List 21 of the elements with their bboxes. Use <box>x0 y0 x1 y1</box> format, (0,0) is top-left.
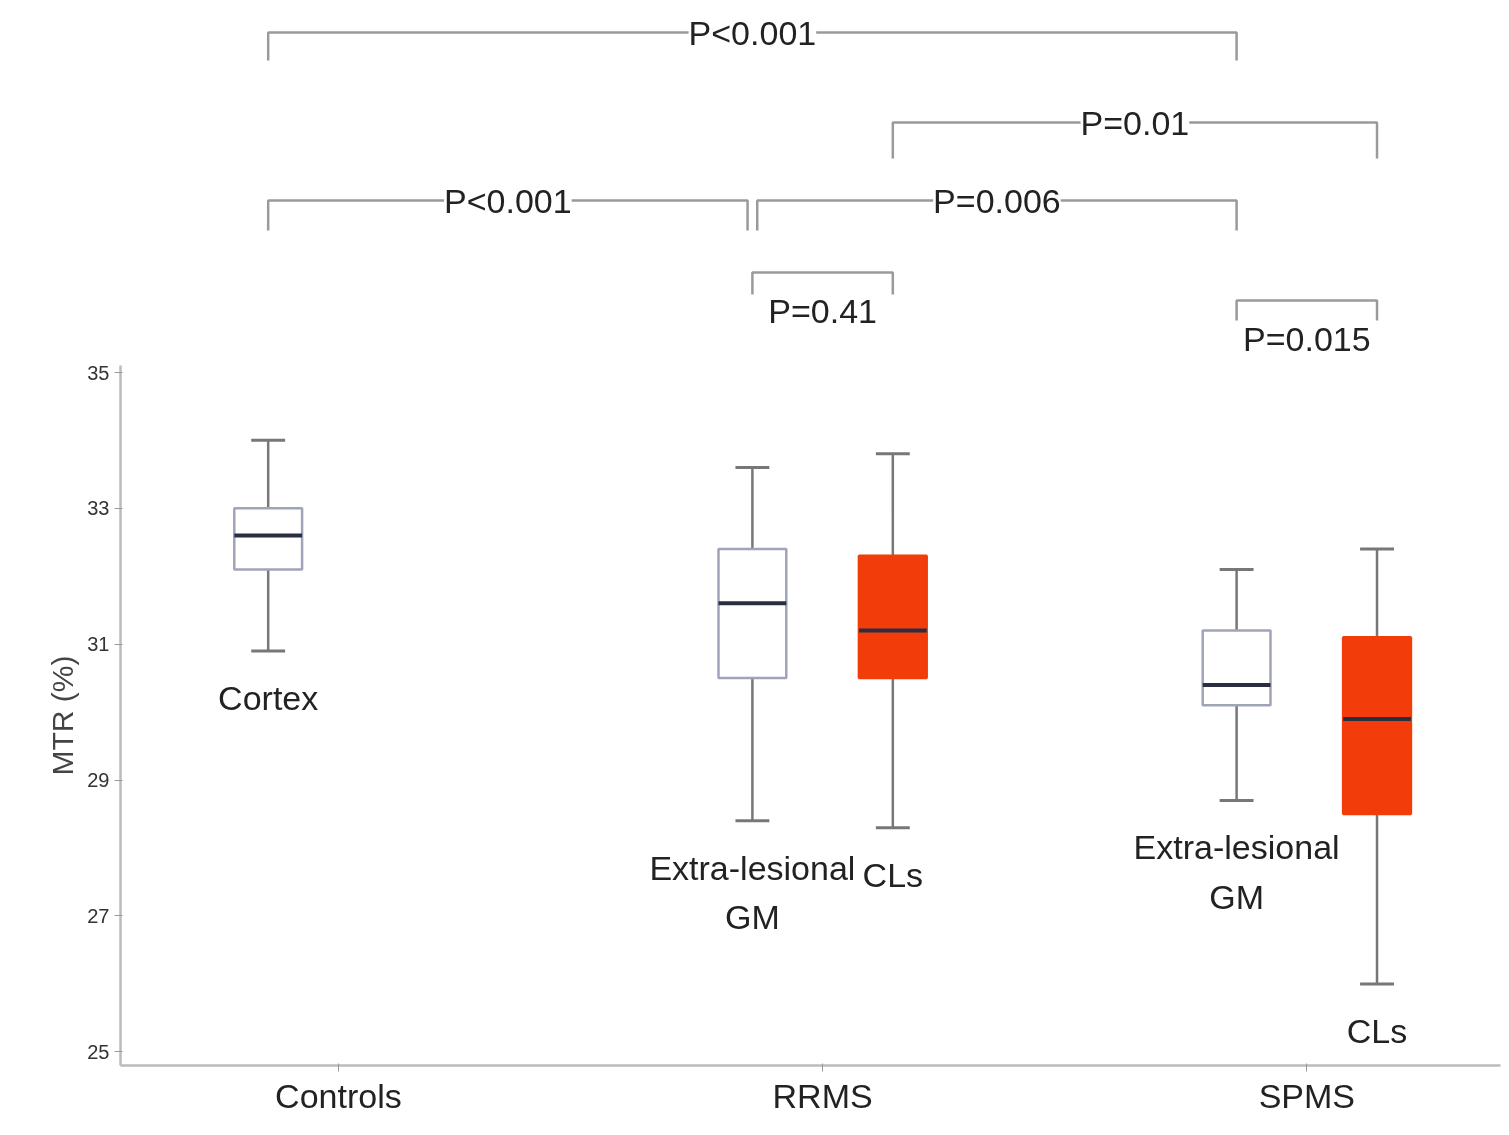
y-tick-label: 25 <box>87 1040 110 1063</box>
text: Extra-lesional GM <box>1133 828 1340 916</box>
text: P<0.001 <box>444 181 572 220</box>
text: P=0.006 <box>933 181 1061 220</box>
text: CLs <box>1346 1011 1408 1050</box>
y-tick-label: 31 <box>87 633 110 656</box>
y-axis-title: MTR (%) <box>46 655 80 776</box>
y-tick-label: 33 <box>87 497 110 520</box>
text: P<0.001 <box>688 13 817 52</box>
y-tick-label: 29 <box>87 769 110 792</box>
x-tick-label: SPMS <box>1258 1076 1355 1115</box>
text: CLs <box>862 855 924 894</box>
text: P=0.015 <box>1243 319 1371 358</box>
y-tick-label: 27 <box>87 904 110 927</box>
text: Cortex <box>218 678 319 717</box>
x-tick-label: RRMS <box>772 1076 873 1115</box>
x-tick-label: Controls <box>275 1076 402 1115</box>
text: P=0.01 <box>1080 103 1190 142</box>
text: Extra-lesional GM <box>649 848 856 937</box>
y-tick-label: 35 <box>87 361 110 384</box>
text: P=0.41 <box>768 291 877 330</box>
